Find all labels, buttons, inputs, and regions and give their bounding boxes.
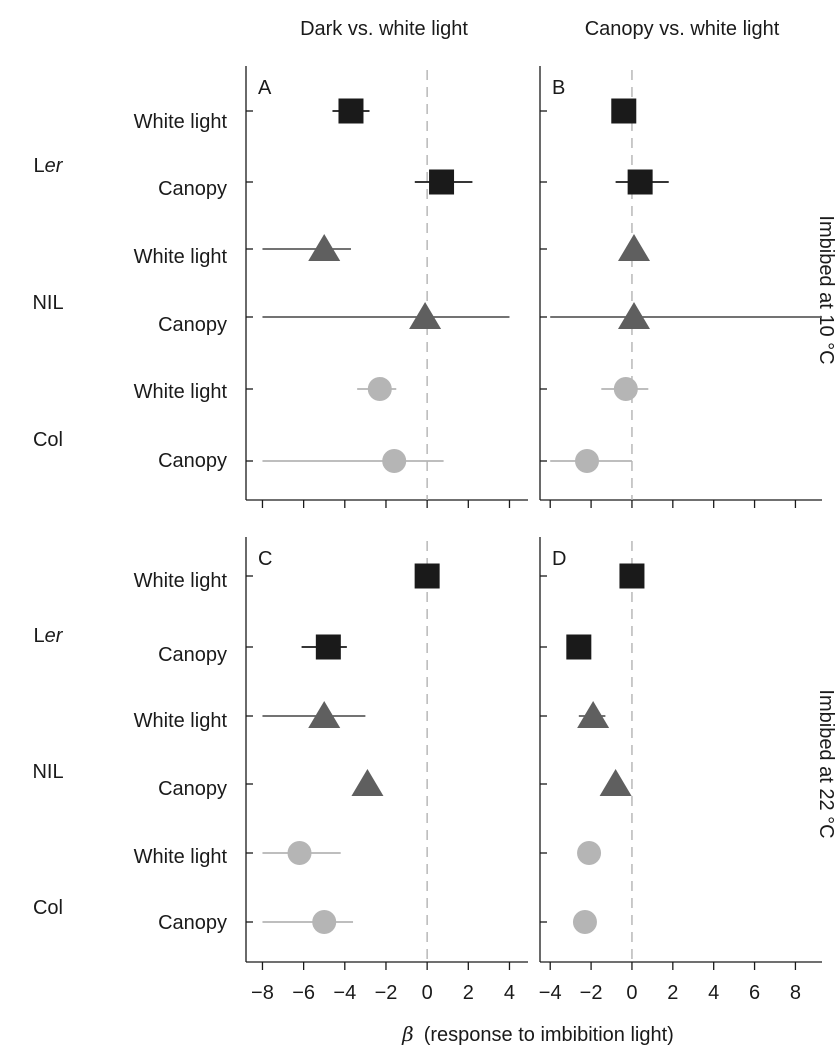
estimate-square [429, 169, 455, 195]
treatment-label: Canopy [158, 912, 227, 934]
x-tick-label: 6 [749, 982, 760, 1004]
estimate-triangle [577, 701, 610, 728]
panel-letter: D [552, 548, 566, 570]
x-axis-title: β (response to imbibition light) [401, 1022, 674, 1046]
estimate-triangle [308, 701, 341, 728]
panel-D: −4 −2 0 2 4 6 8 D [539, 537, 822, 1004]
estimate-circle [382, 449, 407, 473]
x-tick-label: 0 [422, 982, 433, 1004]
estimate-square [414, 563, 440, 589]
estimate-square [619, 563, 645, 589]
x-tick-label: 0 [626, 982, 637, 1004]
estimate-circle [572, 910, 597, 934]
x-tick-label: −2 [580, 982, 603, 1004]
estimate-triangle [308, 234, 341, 261]
x-tick-label: 2 [667, 982, 678, 1004]
treatment-label: White light [134, 381, 228, 403]
panel-B: B [539, 66, 822, 508]
estimate-square [338, 98, 364, 124]
genotype-nil-bottom: NIL [32, 761, 63, 783]
treatment-label: White light [134, 111, 228, 133]
x-axis-text: (response to imbibition light) [424, 1024, 674, 1046]
genotype-ler-top: Ler [34, 155, 64, 177]
estimate-triangle [618, 302, 650, 329]
x-tick-label: 4 [708, 982, 719, 1004]
x-tick-label: 2 [463, 982, 474, 1004]
treatment-label: Canopy [158, 644, 227, 666]
estimate-triangle [351, 769, 384, 796]
treatment-label: Canopy [158, 778, 227, 800]
x-tick-label: 4 [504, 982, 515, 1004]
estimate-square [627, 169, 653, 195]
genotype-ler-bottom: Ler [34, 625, 64, 647]
estimate-circle [577, 841, 602, 865]
estimate-triangle [618, 234, 650, 261]
genotype-col-top: Col [33, 429, 63, 451]
x-tick-label: 8 [790, 982, 801, 1004]
estimate-triangle [599, 769, 632, 796]
genotype-col-bottom: Col [33, 897, 63, 919]
estimate-square [611, 98, 637, 124]
x-axis-symbol: β [401, 1022, 414, 1046]
genotype-nil-top: NIL [32, 292, 63, 314]
panel-C: −8 −6 −4 −2 0 2 4 C [245, 537, 528, 1004]
estimate-circle [367, 377, 392, 401]
estimate-circle [613, 377, 638, 401]
treatment-label: Canopy [158, 450, 227, 472]
treatment-label: Canopy [158, 178, 227, 200]
estimate-circle [287, 841, 312, 865]
treatment-label: White light [134, 570, 228, 592]
x-tick-label: −4 [539, 982, 562, 1004]
estimate-square [315, 634, 341, 660]
treatment-label: Canopy [158, 314, 227, 336]
panel-letter: A [258, 77, 272, 99]
x-tick-label: −2 [375, 982, 398, 1004]
x-tick-label: −8 [251, 982, 274, 1004]
treatment-label: White light [134, 846, 228, 868]
estimate-triangle [409, 302, 442, 329]
estimate-circle [312, 910, 337, 934]
treatment-label: White light [134, 710, 228, 732]
x-tick-label: −6 [292, 982, 315, 1004]
estimate-square [566, 634, 592, 660]
treatment-label: White light [134, 246, 228, 268]
panel-A: A [245, 66, 528, 508]
estimate-circle [575, 449, 599, 473]
panel-letter: C [258, 548, 272, 570]
column-title-dark: Dark vs. white light [300, 18, 468, 40]
column-title-canopy: Canopy vs. white light [585, 18, 780, 40]
panel-letter: B [552, 77, 565, 99]
x-tick-label: −4 [333, 982, 356, 1004]
strip-10c: Imbibed at 10 °C [815, 215, 837, 364]
strip-22c: Imbibed at 22 °C [815, 689, 837, 838]
